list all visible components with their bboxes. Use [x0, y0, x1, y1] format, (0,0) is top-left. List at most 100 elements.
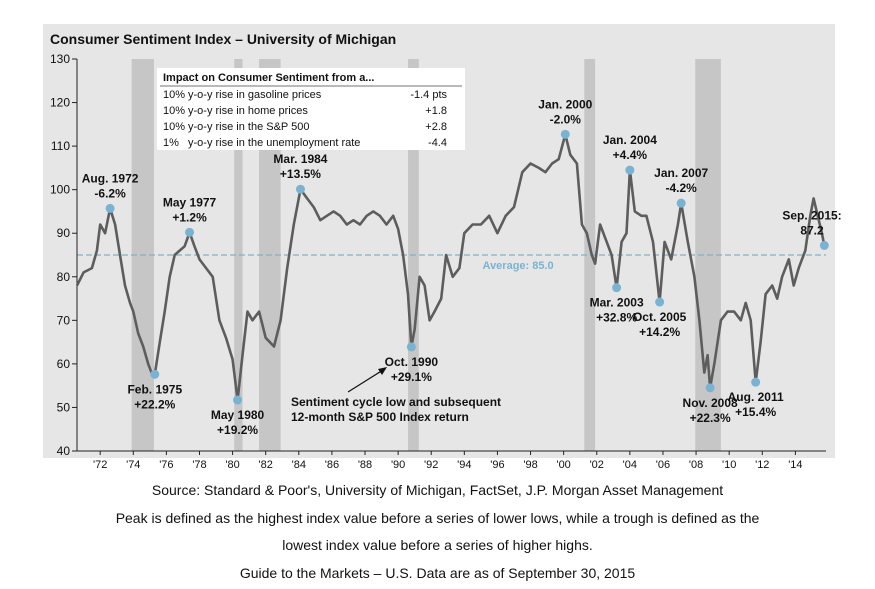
inset-row-pct-1: 10% [163, 89, 185, 101]
marker-return-label-12: +22.3% [690, 411, 731, 425]
marker-return-label-1: -6.2% [94, 186, 126, 200]
chart: Consumer Sentiment Index – University of… [43, 24, 842, 471]
marker-dot-2 [150, 369, 160, 379]
annotation-arrowhead [378, 367, 387, 375]
marker-date-label-10: Oct. 2005 [633, 310, 687, 324]
marker-date-label-9: Jan. 2004 [603, 133, 657, 147]
inset-row-text-4: y-o-y rise in the unemployment rate [188, 137, 360, 149]
marker-dot-11 [676, 198, 686, 208]
x-tick-label-1998: '98 [523, 459, 537, 471]
x-tick-label-1986: '86 [325, 459, 339, 471]
definition-note-line-1: Peak is defined as the highest index val… [115, 510, 760, 526]
marker-date-label-4: May 1980 [211, 408, 265, 422]
y-tick-label-70: 70 [57, 313, 71, 327]
y-tick-label-80: 80 [57, 270, 71, 284]
marker-return-label-6: +29.1% [391, 370, 432, 384]
x-tick-label-1974: '74 [126, 459, 140, 471]
marker-labels-group: Aug. 1972-6.2%Feb. 1975+22.2%May 1977+1.… [82, 97, 842, 437]
inset-row-text-1: y-o-y rise in gasoline prices [188, 89, 322, 101]
annotation-line-1: Sentiment cycle low and subsequent [291, 395, 501, 409]
y-tick-label-50: 50 [57, 400, 71, 414]
y-tick-label-110: 110 [51, 139, 70, 153]
x-tick-label-2010: '10 [722, 459, 736, 471]
marker-dot-13 [751, 377, 761, 387]
chart-title: Consumer Sentiment Index – University of… [50, 31, 396, 47]
x-tick-label-1992: '92 [424, 459, 438, 471]
x-tick-label-2002: '02 [590, 459, 604, 471]
marker-date-label-13: Aug. 2011 [728, 390, 784, 404]
marker-return-label-9: +4.4% [613, 148, 648, 162]
marker-return-label-11: -4.2% [665, 181, 697, 195]
recession-band-2 [234, 59, 243, 451]
y-tick-label-130: 130 [50, 52, 70, 66]
marker-return-label-3: +1.2% [172, 210, 207, 224]
marker-date-label-14: Sep. 2015: [782, 208, 841, 222]
inset-row-pct-2: 10% [163, 105, 185, 117]
marker-date-label-5: Mar. 1984 [273, 152, 327, 166]
marker-dot-9 [625, 165, 635, 175]
inset-row-value-2: +1.8 [425, 105, 447, 117]
marker-dot-3 [185, 227, 195, 237]
inset-table: Impact on Consumer Sentiment from a... 1… [157, 68, 465, 150]
x-tick-label-2014: '14 [788, 459, 802, 471]
x-tick-label-1972: '72 [93, 459, 107, 471]
marker-return-label-5: +13.5% [280, 167, 321, 181]
marker-dot-14 [819, 240, 829, 250]
guide-note: Guide to the Markets – U.S. Data are as … [239, 565, 636, 581]
y-tick-label-120: 120 [50, 96, 70, 110]
marker-dot-4 [233, 395, 243, 405]
x-tick-label-1990: '90 [391, 459, 405, 471]
x-tick-label-1994: '94 [457, 459, 471, 471]
inset-row-text-3: y-o-y rise in the S&P 500 [188, 121, 309, 133]
y-tick-label-100: 100 [50, 183, 70, 197]
average-label: Average: 85.0 [483, 260, 554, 272]
x-tick-label-1984: '84 [292, 459, 306, 471]
x-tick-label-2012: '12 [755, 459, 769, 471]
inset-row-text-2: y-o-y rise in home prices [188, 105, 308, 117]
marker-return-label-13: +15.4% [735, 405, 776, 419]
x-tick-label-2006: '06 [656, 459, 670, 471]
marker-return-label-4: +19.2% [217, 423, 258, 437]
recession-band-5 [584, 59, 596, 451]
annotation: Sentiment cycle low and subsequent 12-mo… [291, 367, 501, 424]
marker-dot-8 [612, 283, 622, 293]
annotation-arrow [347, 369, 384, 393]
marker-return-label-14: 87.2 [800, 223, 824, 237]
inset-row-value-4: -4.4 [428, 137, 447, 149]
x-tick-label-2008: '08 [689, 459, 703, 471]
inset-row-pct-3: 10% [163, 121, 185, 133]
marker-dot-1 [105, 203, 115, 213]
marker-dot-12 [705, 383, 715, 393]
x-tick-label-2004: '04 [623, 459, 637, 471]
marker-dot-6 [406, 342, 416, 352]
x-tick-label-1982: '82 [259, 459, 273, 471]
y-tick-label-90: 90 [57, 226, 71, 240]
marker-date-label-1: Aug. 1972 [82, 171, 139, 185]
average-line-group: Average: 85.0 [77, 254, 826, 272]
marker-return-label-8: +32.8% [596, 311, 637, 325]
marker-date-label-12: Nov. 2008 [683, 396, 738, 410]
x-tick-label-1976: '76 [159, 459, 173, 471]
marker-date-label-8: Mar. 2003 [590, 296, 644, 310]
source-note: Source: Standard & Poor's, University of… [151, 482, 724, 498]
marker-date-label-7: Jan. 2000 [538, 97, 592, 111]
marker-date-label-3: May 1977 [163, 195, 217, 209]
x-tick-label-1988: '88 [358, 459, 372, 471]
marker-return-label-7: -2.0% [550, 112, 582, 126]
markers-group [105, 129, 829, 405]
marker-date-label-2: Feb. 1975 [127, 382, 182, 396]
y-tick-label-40: 40 [57, 444, 71, 458]
inset-table-box [157, 68, 465, 150]
inset-table-title: Impact on Consumer Sentiment from a... [163, 72, 374, 84]
x-tick-label-2000: '00 [556, 459, 570, 471]
inset-row-pct-4: 1% [163, 137, 179, 149]
inset-table-rows: 10% y-o-y rise in gasoline prices -1.4 pts… [163, 89, 447, 149]
marker-dot-7 [560, 129, 570, 139]
inset-row-value-1: -1.4 pts [410, 89, 447, 101]
marker-dot-10 [655, 297, 665, 307]
axes: 40 50 60 70 80 90 100 110 120 130 '72 '74 '76 '78 '80 '… [50, 52, 826, 471]
x-tick-label-1996: '96 [490, 459, 504, 471]
x-tick-label-1980: '80 [225, 459, 239, 471]
y-tick-label-60: 60 [57, 357, 71, 371]
marker-date-label-11: Jan. 2007 [654, 166, 708, 180]
